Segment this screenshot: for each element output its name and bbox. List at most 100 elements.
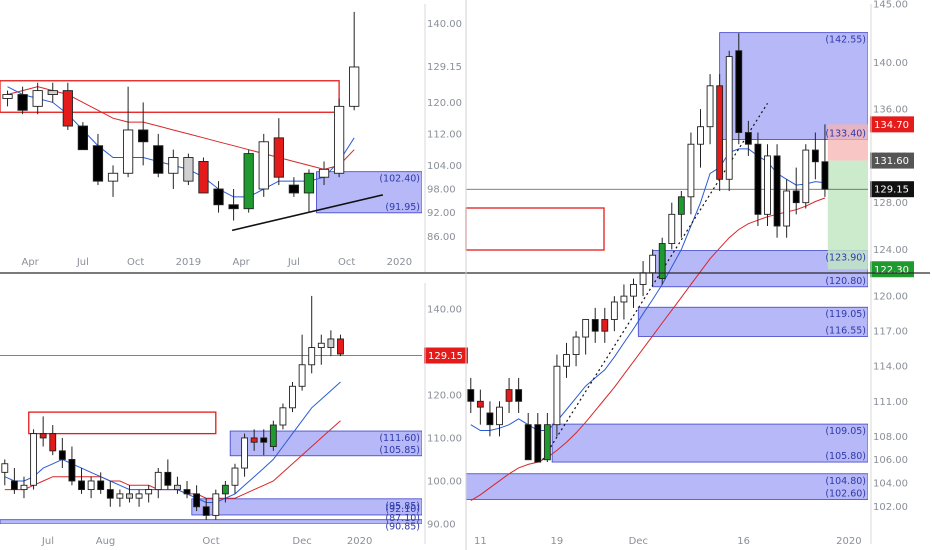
candle-body	[97, 480, 105, 491]
price-tick-label: 104.00	[427, 161, 462, 172]
candle	[298, 334, 306, 391]
candle-body	[582, 319, 590, 338]
candle	[213, 181, 224, 213]
candle	[783, 179, 791, 238]
candle-body	[811, 149, 819, 163]
price-tag-label: 129.15	[428, 351, 463, 362]
candle-body	[658, 243, 666, 280]
candle	[687, 132, 695, 215]
candle	[467, 377, 475, 413]
candle-body	[610, 301, 618, 320]
candle-body	[476, 400, 484, 408]
candle-body	[303, 172, 315, 194]
candle-body	[744, 132, 752, 145]
candle	[486, 401, 494, 437]
candle-body	[126, 493, 133, 499]
candle	[349, 11, 360, 111]
candle	[821, 124, 829, 197]
candle-body	[735, 50, 743, 133]
candle	[697, 109, 704, 168]
time-tick-label: Jul	[287, 257, 300, 268]
candle-body	[668, 213, 676, 245]
price-axis: 90.00 100.00 110.00 120.00 129.15 140.00	[427, 304, 462, 530]
zone-upper-label: (119.05)	[825, 309, 866, 320]
ma-fast-line	[4, 381, 341, 503]
candle	[333, 98, 345, 178]
candle	[122, 86, 134, 178]
zone-upper-label: (142.55)	[825, 35, 866, 46]
candle	[260, 429, 268, 456]
candle	[107, 165, 119, 197]
candle	[289, 381, 296, 413]
candle-body	[258, 141, 269, 190]
candle-body	[821, 161, 829, 190]
price-tick-label: 128.00	[873, 198, 908, 209]
candle-body	[78, 480, 85, 491]
candle-body	[32, 90, 43, 107]
price-tick-label: 120.00	[427, 98, 462, 109]
price-axis: 102.00 104.00 106.00 108.00 111.00 114.00 117.…	[873, 0, 908, 513]
candle	[138, 102, 149, 166]
candle	[524, 412, 532, 461]
candle-body	[773, 155, 781, 227]
zone-upper-label: (104.80)	[825, 476, 866, 487]
zone-upper-label: (111.60)	[379, 433, 420, 444]
candle-body	[716, 85, 724, 180]
candle-body	[317, 342, 325, 349]
price-tick-label: 145.00	[873, 0, 908, 11]
candle	[773, 144, 781, 238]
candle-body	[467, 389, 475, 402]
candle-body	[725, 56, 733, 180]
candle	[32, 82, 43, 115]
time-tick-label: Dec	[292, 536, 311, 547]
candle-body	[212, 493, 220, 516]
candle	[716, 74, 724, 191]
candle-body	[515, 389, 523, 402]
candle	[58, 437, 66, 469]
price-tick-label: 86.00	[427, 232, 456, 243]
chart-panel-right[interactable]: 102.00 104.00 106.00 108.00 111.00 114.00 117.…	[466, 0, 914, 547]
candle-body	[164, 471, 172, 486]
candle	[17, 86, 28, 115]
candle	[802, 144, 810, 209]
candle	[273, 118, 284, 186]
candle	[563, 342, 570, 378]
candle	[317, 334, 325, 365]
candle	[78, 468, 85, 494]
candle	[39, 416, 47, 447]
chart-panel-top-left[interactable]: 86.00 92.00 98.00 104.00 112.00 120.00 129.15 1…	[0, 4, 462, 272]
candle-body	[308, 347, 316, 366]
candle-body	[228, 204, 239, 210]
candle	[153, 133, 164, 178]
candle-body	[92, 145, 104, 182]
zone-lower-label: (92.10)	[385, 504, 420, 515]
candle	[620, 284, 628, 320]
demand-zone	[191, 498, 422, 516]
candle-body	[250, 437, 258, 443]
candle	[250, 429, 258, 451]
candle-body	[243, 153, 254, 210]
candle	[572, 331, 580, 367]
candle	[725, 50, 733, 191]
candle	[288, 177, 300, 197]
candle	[668, 202, 676, 250]
price-tick-label: 100.00	[427, 476, 462, 487]
price-tag-badge	[870, 152, 914, 169]
candle	[476, 389, 484, 425]
zone-lower-label: (91.95)	[385, 202, 420, 213]
candle-body	[39, 433, 47, 439]
candle-body	[563, 354, 570, 367]
time-tick-label: Oct	[202, 536, 219, 547]
candle	[92, 133, 104, 186]
zone-lower-label: (102.60)	[825, 488, 866, 499]
ma-slow-line	[470, 197, 826, 502]
candle-body	[135, 493, 143, 499]
price-tick-label: 112.00	[427, 129, 462, 140]
time-tick-label: 16	[737, 536, 750, 547]
candle-body	[145, 489, 153, 495]
candle-body	[543, 424, 551, 461]
zone-upper-label: (109.05)	[825, 426, 866, 437]
chart-panel-bottom-left[interactable]: 90.00 100.00 110.00 120.00 129.15 140.00 Jul Au…	[0, 283, 468, 547]
time-tick-label: 11	[474, 536, 487, 547]
candle	[269, 420, 277, 451]
